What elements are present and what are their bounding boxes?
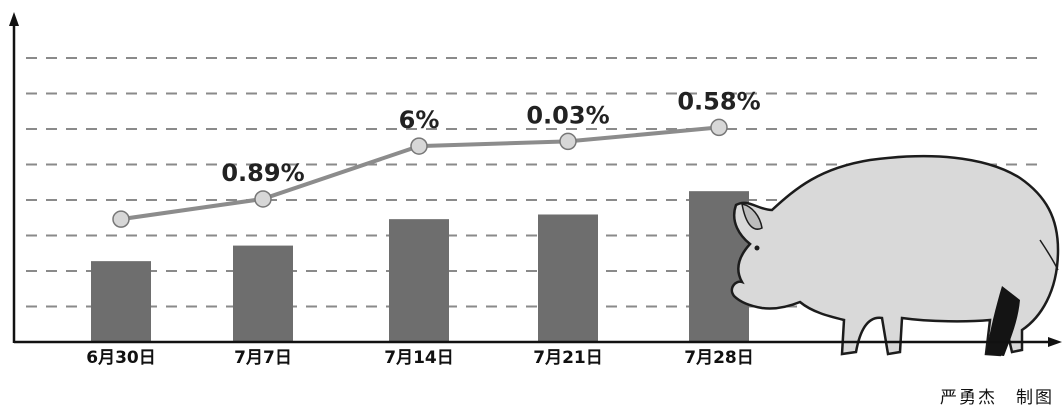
data-label: 0.03% xyxy=(526,101,609,129)
line-marker xyxy=(410,137,428,155)
data-label: 0.58% xyxy=(677,87,760,115)
x-tick-label: 7月14日 xyxy=(384,348,454,368)
bars xyxy=(91,191,749,342)
bar xyxy=(538,214,598,342)
x-tick-label: 7月28日 xyxy=(684,348,754,368)
markers xyxy=(112,118,728,228)
x-tick-labels: 6月30日 7月7日 7月14日 7月21日 7月28日 xyxy=(86,348,754,368)
data-label: 0.89% xyxy=(221,159,304,187)
y-axis-arrow xyxy=(9,12,19,26)
x-tick-label: 7月7日 xyxy=(234,348,292,368)
line-marker xyxy=(710,118,728,137)
pig-icon xyxy=(730,154,1060,357)
line-marker xyxy=(112,210,130,228)
bar xyxy=(91,261,151,342)
line-marker xyxy=(254,190,272,208)
line-marker xyxy=(559,132,577,151)
data-labels: 0.89% 6% 0.03% 0.58% xyxy=(221,87,760,187)
data-label: 6% xyxy=(399,106,440,134)
bar xyxy=(389,219,449,342)
x-tick-label: 7月21日 xyxy=(533,348,603,368)
x-axis-arrow xyxy=(1048,337,1062,347)
credit-text: 严勇杰 制图 xyxy=(940,388,1054,408)
bar xyxy=(233,245,293,342)
x-tick-label: 6月30日 xyxy=(86,348,156,368)
gridlines xyxy=(26,57,1040,308)
